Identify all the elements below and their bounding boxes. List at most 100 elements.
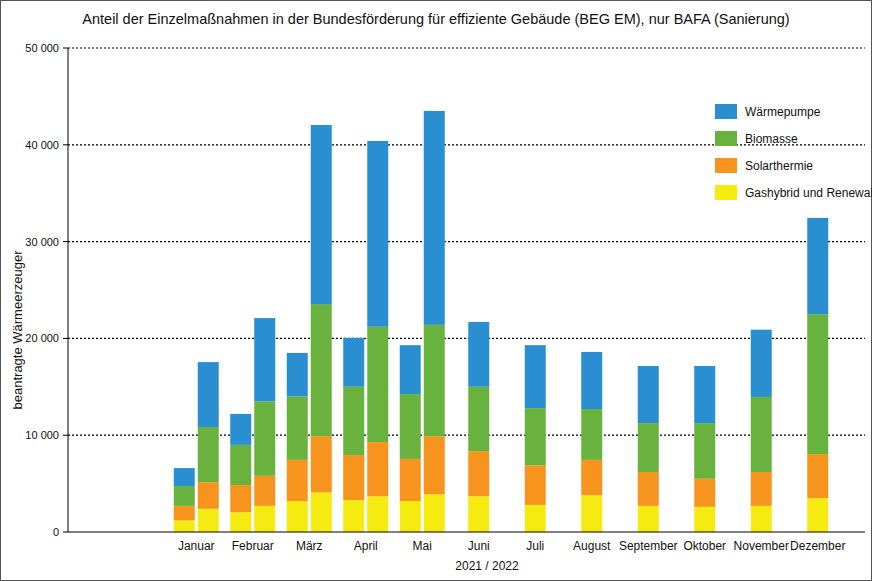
y-tick	[63, 241, 68, 242]
bar-segment	[287, 501, 308, 532]
x-tick-label: Januar	[178, 539, 215, 553]
bar-segment	[468, 451, 489, 496]
bar-segment	[525, 408, 546, 465]
bar-segment	[638, 506, 659, 532]
bar-segment	[367, 442, 388, 496]
bar-segment	[400, 345, 421, 394]
bar-segment	[311, 436, 332, 492]
bar-segment	[525, 345, 546, 408]
bar-segment	[230, 414, 251, 445]
bar-segment	[581, 352, 602, 409]
chart-svg: Anteil der Einzelmaßnahmen in der Bundes…	[0, 0, 872, 581]
y-tick	[63, 338, 68, 339]
bar-segment	[638, 366, 659, 423]
bar-segment	[198, 482, 219, 509]
bar-segment	[287, 460, 308, 501]
chart-container: Anteil der Einzelmaßnahmen in der Bundes…	[0, 0, 872, 581]
bar-segment	[343, 338, 364, 387]
bar-segment	[343, 387, 364, 455]
grid-line	[68, 47, 865, 48]
bar-segment	[311, 492, 332, 532]
x-tick-label: November	[734, 539, 789, 553]
bar-segment	[311, 304, 332, 436]
y-tick	[63, 48, 68, 49]
bar-segment	[468, 496, 489, 532]
bar-segment	[254, 318, 275, 401]
bar-segment	[751, 506, 772, 532]
bar-segment	[254, 506, 275, 532]
legend-label: Biomasse	[745, 132, 798, 146]
bar-segment	[424, 111, 445, 325]
y-axis-label: beantragte Wärmeerzeuger	[10, 250, 25, 410]
legend: Wärmepumpe Biomasse Solarthermie Gashybrid …	[715, 104, 872, 200]
bar-segment	[638, 472, 659, 506]
bar-segment	[174, 468, 195, 486]
bars	[174, 111, 829, 532]
x-axis-label: 2021 / 2022	[455, 559, 519, 573]
legend-swatch	[715, 158, 737, 173]
legend-label: Wärmepumpe	[745, 105, 821, 119]
bar-segment	[311, 125, 332, 304]
bar-segment	[694, 366, 715, 423]
bar-segment	[581, 495, 602, 532]
bar-segment	[807, 314, 828, 454]
legend-label: Gashybrid und Renewable-Ready	[745, 186, 872, 200]
bar-segment	[525, 505, 546, 532]
bar-segment	[400, 501, 421, 532]
bar-segment	[287, 353, 308, 397]
y-tick-label: 20 000	[25, 332, 59, 344]
bar-segment	[400, 394, 421, 459]
bar-segment	[174, 520, 195, 532]
bar-segment	[254, 401, 275, 476]
bar-segment	[174, 486, 195, 506]
x-tick-label: September	[619, 539, 678, 553]
y-tick	[63, 144, 68, 145]
bar-segment	[198, 362, 219, 427]
bar-segment	[694, 423, 715, 479]
bar-segment	[230, 445, 251, 485]
bar-segment	[468, 322, 489, 387]
x-tick-label: Juli	[526, 539, 544, 553]
bar-segment	[581, 460, 602, 495]
legend-swatch	[715, 104, 737, 119]
bar-segment	[807, 218, 828, 314]
bar-segment	[198, 509, 219, 532]
x-tick-label: Dezember	[790, 539, 845, 553]
y-tick	[63, 532, 68, 533]
x-tick-label: März	[296, 539, 323, 553]
y-tick-label: 50 000	[25, 42, 59, 54]
frame	[1, 1, 872, 581]
legend-swatch	[715, 185, 737, 200]
bar-segment	[751, 397, 772, 472]
y-tick-label: 0	[53, 526, 59, 538]
bar-segment	[751, 330, 772, 397]
legend-label: Solarthermie	[745, 159, 813, 173]
bar-segment	[367, 141, 388, 327]
grid-line	[68, 241, 865, 242]
legend-swatch	[715, 131, 737, 146]
bar-segment	[367, 496, 388, 532]
grid-line	[68, 338, 865, 339]
bar-segment	[367, 327, 388, 442]
y-tick	[63, 435, 68, 436]
bar-segment	[400, 459, 421, 501]
x-tick-label: Mai	[413, 539, 432, 553]
bar-segment	[468, 387, 489, 451]
bar-segment	[198, 427, 219, 482]
title: Anteil der Einzelmaßnahmen in der Bundes…	[82, 11, 789, 27]
x-tick-label: Februar	[232, 539, 274, 553]
y-tick-label: 10 000	[25, 429, 59, 441]
x-axis	[68, 532, 865, 533]
bar-segment	[638, 423, 659, 472]
bar-segment	[254, 476, 275, 506]
y-tick-label: 40 000	[25, 139, 59, 151]
y-axis	[68, 48, 69, 532]
bar-segment	[694, 507, 715, 532]
bar-segment	[343, 500, 364, 532]
bar-segment	[807, 454, 828, 498]
x-tick-label: Juni	[468, 539, 490, 553]
bar-segment	[424, 325, 445, 436]
x-tick-label: April	[354, 539, 378, 553]
bar-segment	[230, 512, 251, 532]
bar-segment	[230, 485, 251, 512]
